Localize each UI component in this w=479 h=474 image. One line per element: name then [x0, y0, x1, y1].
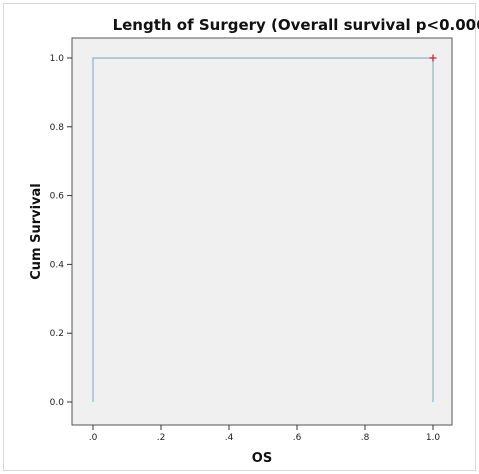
x-tick-label: .6 [293, 433, 302, 443]
chart-title: Length of Surgery (Overall survival p<0.… [113, 16, 479, 34]
x-tick-label: .4 [225, 433, 234, 443]
x-tick-label: 1.0 [426, 433, 441, 443]
y-tick-label: 0.6 [50, 192, 65, 202]
y-tick-label: 0.8 [50, 123, 65, 133]
y-tick-label: 1.0 [50, 54, 65, 64]
y-tick-label: 0.0 [50, 398, 65, 408]
x-axis-label: OS [252, 451, 272, 466]
plot-area [72, 38, 452, 425]
x-tick-label: .2 [157, 433, 166, 443]
y-axis-label: Cum Survival [29, 183, 44, 280]
y-axis: 0.0 0.2 0.4 0.6 0.8 1.0 [50, 54, 72, 408]
x-tick-label: .0 [89, 433, 98, 443]
x-axis: .0 .2 .4 .6 .8 1.0 [89, 425, 441, 443]
y-tick-label: 0.2 [50, 329, 64, 339]
y-tick-label: 0.4 [50, 260, 65, 270]
x-tick-label: .8 [361, 433, 370, 443]
